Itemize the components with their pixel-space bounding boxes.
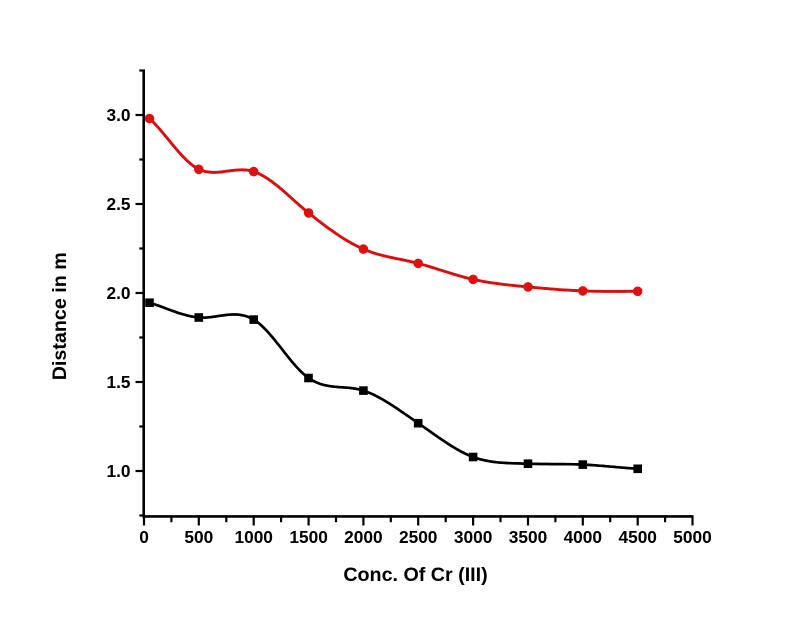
svg-text:3500: 3500 <box>509 527 547 547</box>
svg-text:2500: 2500 <box>399 527 437 547</box>
svg-text:4000: 4000 <box>564 527 602 547</box>
svg-text:500: 500 <box>184 527 213 547</box>
svg-text:1500: 1500 <box>289 527 327 547</box>
svg-text:Conc. Of Cr (III): Conc. Of Cr (III) <box>343 564 487 586</box>
svg-text:2.0: 2.0 <box>106 283 130 303</box>
svg-text:0: 0 <box>139 527 149 547</box>
svg-text:2000: 2000 <box>344 527 382 547</box>
svg-text:1000: 1000 <box>234 527 272 547</box>
svg-text:3000: 3000 <box>454 527 492 547</box>
svg-text:1.5: 1.5 <box>106 372 130 392</box>
svg-text:4500: 4500 <box>618 527 656 547</box>
svg-text:Distance in m: Distance in m <box>49 252 71 380</box>
svg-text:5000: 5000 <box>673 527 711 547</box>
svg-text:3.0: 3.0 <box>106 105 130 125</box>
svg-text:2.5: 2.5 <box>106 194 130 214</box>
svg-text:1.0: 1.0 <box>106 461 130 481</box>
